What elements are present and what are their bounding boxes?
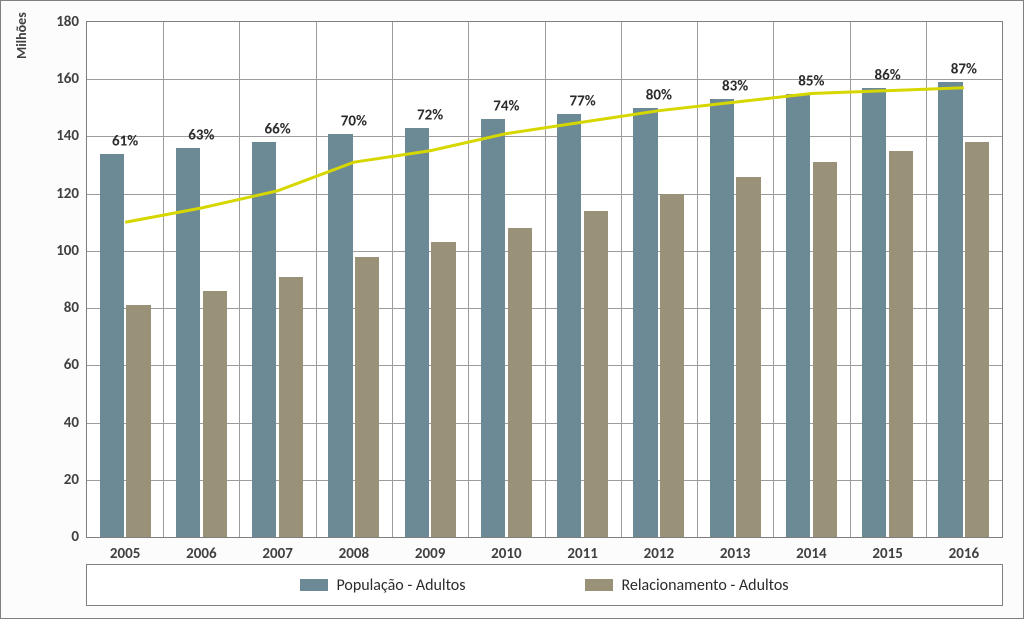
- x-tick-label: 2012: [644, 545, 674, 563]
- percent-label: 72%: [417, 106, 443, 124]
- y-tick-label: 80: [64, 299, 79, 317]
- y-tick-label: 120: [56, 185, 79, 203]
- percent-label: 86%: [875, 66, 901, 84]
- x-tick-label: 2006: [186, 545, 216, 563]
- x-tick-label: 2009: [415, 545, 445, 563]
- x-tick-label: 2008: [339, 545, 369, 563]
- legend-label: Relacionamento - Adultos: [621, 576, 788, 595]
- plot-area: 0204060801001201401601802005200620072008…: [86, 21, 1003, 538]
- x-tick-label: 2007: [262, 545, 292, 563]
- x-tick-label: 2016: [949, 545, 979, 563]
- percent-label: 77%: [570, 92, 596, 110]
- x-tick-label: 2013: [720, 545, 750, 563]
- percent-label: 74%: [493, 98, 519, 116]
- y-tick-label: 100: [56, 242, 79, 260]
- legend-swatch: [585, 579, 613, 591]
- legend-label: População - Adultos: [336, 576, 465, 595]
- trend-line: [87, 22, 1002, 537]
- x-tick-label: 2010: [491, 545, 521, 563]
- x-tick-label: 2014: [796, 545, 826, 563]
- percent-label: 80%: [646, 86, 672, 104]
- legend-item-populacao: População - Adultos: [300, 576, 465, 595]
- legend-swatch: [300, 579, 328, 591]
- y-axis-label: Milhões: [13, 12, 30, 59]
- y-tick-label: 60: [64, 356, 79, 374]
- y-tick-label: 20: [64, 471, 79, 489]
- x-tick-label: 2005: [110, 545, 140, 563]
- legend-item-relacionamento: Relacionamento - Adultos: [585, 576, 788, 595]
- y-tick-label: 180: [56, 13, 79, 31]
- y-tick-label: 140: [56, 127, 79, 145]
- percent-label: 63%: [188, 126, 214, 144]
- percent-label: 85%: [798, 72, 824, 90]
- percent-label: 70%: [341, 112, 367, 130]
- percent-label: 87%: [951, 60, 977, 78]
- y-tick-label: 40: [64, 414, 79, 432]
- x-tick-label: 2015: [872, 545, 902, 563]
- percent-label: 66%: [265, 121, 291, 139]
- percent-label: 83%: [722, 78, 748, 96]
- legend: População - Adultos Relacionamento - Adu…: [86, 564, 1003, 606]
- percent-label: 61%: [112, 132, 138, 150]
- chart-container: Milhões 02040608010012014016018020052006…: [0, 0, 1024, 619]
- x-tick-label: 2011: [567, 545, 597, 563]
- y-tick-label: 0: [71, 528, 79, 546]
- y-tick-label: 160: [56, 70, 79, 88]
